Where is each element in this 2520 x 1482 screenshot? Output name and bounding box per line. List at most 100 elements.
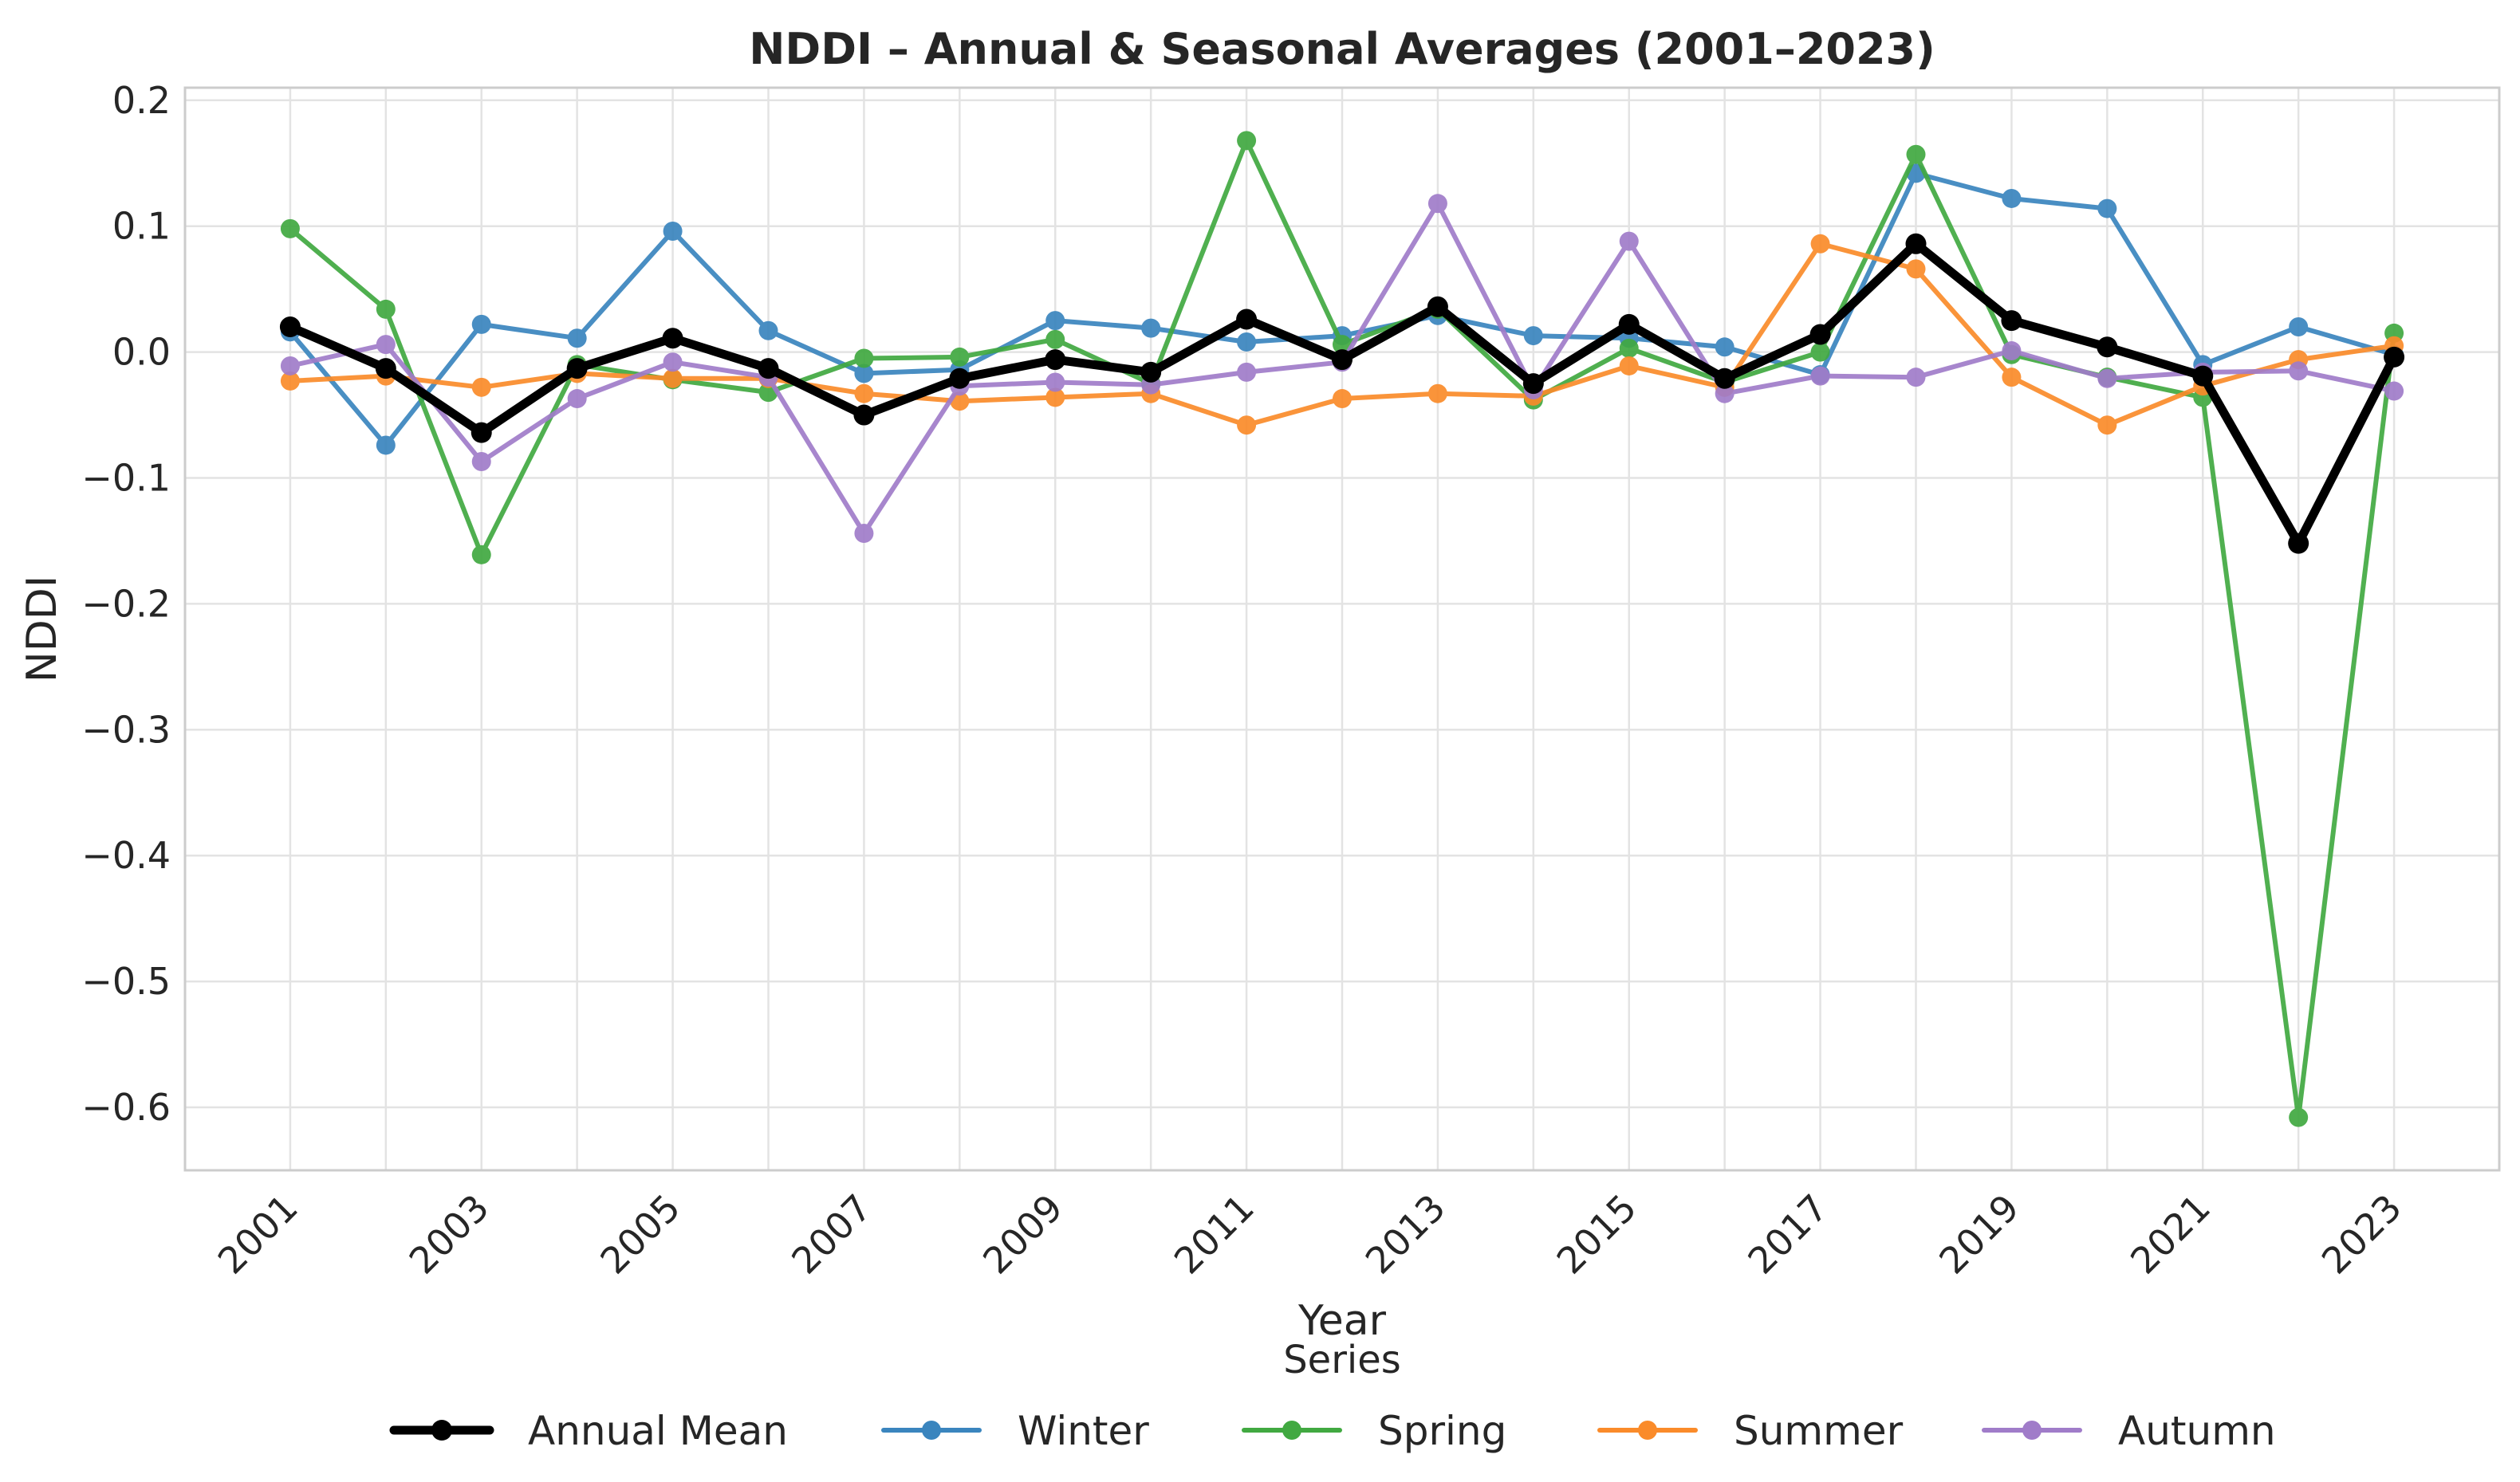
data-point-annual-mean	[758, 358, 779, 379]
data-point-winter	[2289, 317, 2309, 337]
data-point-annual-mean	[375, 358, 396, 379]
data-point-summer	[2002, 368, 2022, 387]
data-point-annual-mean	[1809, 324, 1831, 345]
data-point-autumn	[2289, 361, 2309, 381]
y-tick-label: −0.3	[81, 708, 171, 751]
data-point-annual-mean	[1236, 309, 1258, 330]
data-point-winter	[663, 222, 683, 242]
legend-item-annual-mean: Annual Mean	[389, 1408, 788, 1454]
x-axis-label: Year	[1297, 1297, 1387, 1345]
data-point-summer	[1619, 356, 1639, 375]
data-point-winter	[2002, 188, 2022, 208]
data-point-annual-mean	[1522, 373, 1544, 395]
y-tick-labels: 0.2 0.1 0.0 −0.1 −0.2 −0.3 −0.4 −0.5 −0.6	[81, 79, 171, 1129]
data-point-annual-mean	[853, 404, 875, 426]
data-point-summer	[2097, 415, 2117, 435]
data-point-summer	[471, 377, 491, 397]
data-point-summer	[1237, 415, 1257, 435]
data-point-summer	[1333, 389, 1352, 409]
legend-swatch-marker	[431, 1420, 452, 1441]
data-point-spring	[2289, 1107, 2309, 1127]
legend-label: Summer	[1734, 1408, 1904, 1454]
y-tick-label: −0.1	[81, 457, 171, 500]
plot-frame	[183, 86, 2501, 1172]
data-point-spring	[376, 299, 396, 319]
legend-label: Autumn	[2118, 1408, 2276, 1454]
data-point-autumn	[1045, 372, 1065, 392]
data-point-winter	[1523, 326, 1543, 346]
data-point-annual-mean	[566, 358, 588, 379]
data-point-annual-mean	[662, 328, 683, 349]
data-point-annual-mean	[2192, 365, 2214, 387]
data-point-autumn	[2002, 341, 2022, 361]
data-point-winter	[758, 320, 778, 340]
data-point-autumn	[2384, 381, 2404, 401]
y-tick-label: −0.4	[81, 834, 171, 877]
legend-item-autumn: Autumn	[1982, 1408, 2276, 1454]
data-point-annual-mean	[1905, 233, 1927, 254]
legend-item-winter: Winter	[881, 1408, 1149, 1454]
data-point-annual-mean	[279, 316, 301, 338]
data-point-summer	[280, 371, 300, 391]
data-point-summer	[1810, 234, 1830, 254]
data-point-annual-mean	[1714, 368, 1735, 389]
data-point-winter	[567, 328, 587, 348]
x-tick-label: 2021	[2122, 1186, 2219, 1283]
x-tick-label: 2019	[1931, 1186, 2027, 1283]
data-point-spring	[280, 218, 300, 238]
legend-swatch-marker	[1638, 1421, 1657, 1440]
legend: Annual Mean Winter Spring Summer Autumn	[389, 1408, 2276, 1454]
data-point-annual-mean	[2001, 310, 2022, 332]
legend-title: Series	[1283, 1338, 1401, 1382]
x-tick-label: 2007	[783, 1186, 880, 1283]
data-point-winter	[1715, 337, 1734, 357]
data-point-winter	[1045, 311, 1065, 331]
series-annual-mean	[279, 233, 2405, 554]
legend-swatch-marker	[1282, 1421, 1301, 1440]
data-point-autumn	[280, 356, 300, 375]
data-point-summer	[854, 383, 874, 403]
data-point-winter	[1141, 318, 1161, 338]
grid-layer	[185, 88, 2499, 1170]
data-point-autumn	[567, 389, 587, 409]
legend-label: Spring	[1378, 1408, 1506, 1454]
x-tick-label: 2017	[1739, 1186, 1836, 1283]
data-point-winter	[2097, 199, 2117, 218]
data-point-autumn	[1715, 383, 1734, 403]
x-tick-label: 2023	[2313, 1186, 2410, 1283]
x-tick-labels: 2001 2003 2005 2007 2009 2011 2013 2015 2017 2019…	[210, 1186, 2410, 1283]
data-point-annual-mean	[1140, 361, 1162, 383]
data-point-spring	[950, 347, 970, 367]
series-layer	[279, 131, 2405, 1127]
data-point-spring	[1045, 329, 1065, 349]
data-point-summer	[1045, 387, 1065, 407]
x-tick-label: 2005	[592, 1186, 688, 1283]
legend-item-spring: Spring	[1242, 1408, 1506, 1454]
data-point-spring	[1237, 131, 1257, 151]
data-point-winter	[854, 364, 874, 383]
x-tick-label: 2013	[1357, 1186, 1454, 1283]
data-point-spring	[854, 348, 874, 368]
y-tick-label: −0.2	[81, 582, 171, 625]
y-tick-label: 0.1	[112, 205, 171, 248]
legend-label: Annual Mean	[528, 1408, 788, 1454]
data-point-autumn	[663, 352, 683, 372]
data-point-annual-mean	[2384, 346, 2405, 368]
data-point-autumn	[2097, 368, 2117, 388]
data-point-autumn	[471, 451, 491, 471]
legend-item-summer: Summer	[1597, 1408, 1904, 1454]
data-point-summer	[663, 368, 683, 388]
x-tick-label: 2001	[210, 1186, 306, 1283]
data-point-annual-mean	[1045, 349, 1066, 371]
data-point-autumn	[854, 523, 874, 543]
data-point-autumn	[376, 335, 396, 355]
x-tick-label: 2015	[1549, 1186, 1645, 1283]
data-point-winter	[1237, 332, 1257, 352]
data-point-summer	[1906, 259, 1926, 279]
chart-title: NDDI – Annual & Seasonal Averages (2001–…	[749, 24, 1935, 74]
y-tick-label: −0.6	[81, 1086, 171, 1129]
data-point-autumn	[1619, 231, 1639, 251]
data-point-annual-mean	[1332, 349, 1353, 371]
